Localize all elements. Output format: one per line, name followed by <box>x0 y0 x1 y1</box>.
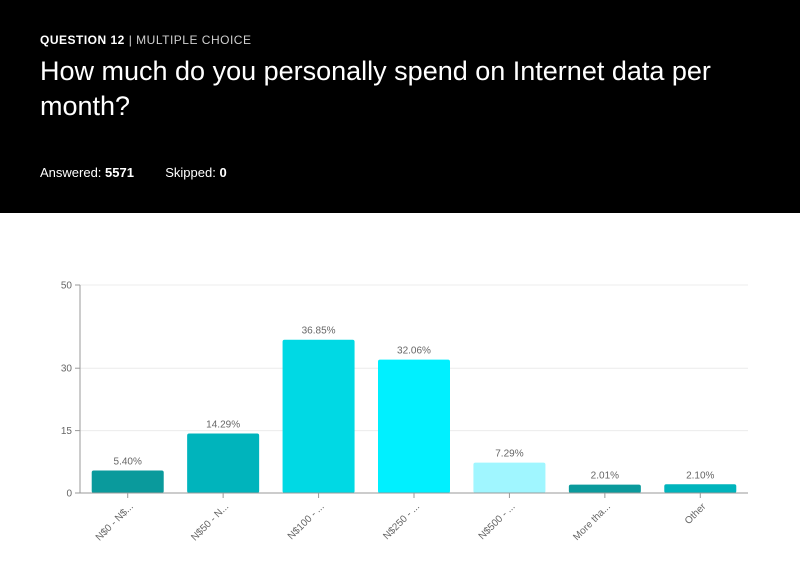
data-label: 36.85% <box>302 326 336 337</box>
category-label: N$500 - ... <box>477 501 518 542</box>
category-label: N$100 - ... <box>286 501 327 542</box>
category-label: N$250 - ... <box>381 501 422 542</box>
y-tick-label: 50 <box>61 281 73 292</box>
bar-chart: 0 15 30 50 5.40% N$0 - N$... 14.29% N$50 - N...… <box>61 281 748 543</box>
category-label: N$50 - N... <box>189 501 231 543</box>
bar[interactable] <box>91 470 164 493</box>
bars <box>91 339 737 493</box>
data-label: 14.29% <box>206 420 240 431</box>
response-stats: Answered: 5571 Skipped: 0 <box>40 165 227 180</box>
question-title: How much do you personally spend on Inte… <box>40 56 711 121</box>
axes <box>75 284 748 498</box>
y-tick-label: 15 <box>61 426 73 437</box>
y-tick-label: 0 <box>66 489 72 500</box>
answered-count: 5571 <box>105 165 134 180</box>
category-label: Other <box>683 501 709 527</box>
y-tick-label: 30 <box>61 364 73 375</box>
question-type: MULTIPLE CHOICE <box>136 33 252 47</box>
bar[interactable] <box>568 484 641 493</box>
data-label: 5.40% <box>114 457 142 468</box>
bar[interactable] <box>378 359 450 493</box>
bar[interactable] <box>473 462 546 493</box>
bar[interactable] <box>282 339 355 493</box>
question-number: QUESTION 12 <box>40 33 125 47</box>
question-meta: QUESTION 12 | MULTIPLE CHOICE <box>40 33 251 47</box>
category-label: More tha... <box>571 501 613 543</box>
bar[interactable] <box>664 484 737 493</box>
data-label: 2.10% <box>686 470 714 481</box>
meta-separator: | <box>128 33 133 47</box>
skipped-count: 0 <box>219 165 227 180</box>
skipped-label: Skipped: <box>165 165 216 180</box>
answered-label: Answered: <box>40 165 102 180</box>
data-label: 32.06% <box>397 346 431 357</box>
data-label: 7.29% <box>495 449 523 460</box>
bar[interactable] <box>187 433 260 493</box>
data-label: 2.01% <box>591 471 619 482</box>
category-label: N$0 - N$... <box>94 501 136 543</box>
question-header: QUESTION 12 | MULTIPLE CHOICE How much d… <box>0 0 800 213</box>
